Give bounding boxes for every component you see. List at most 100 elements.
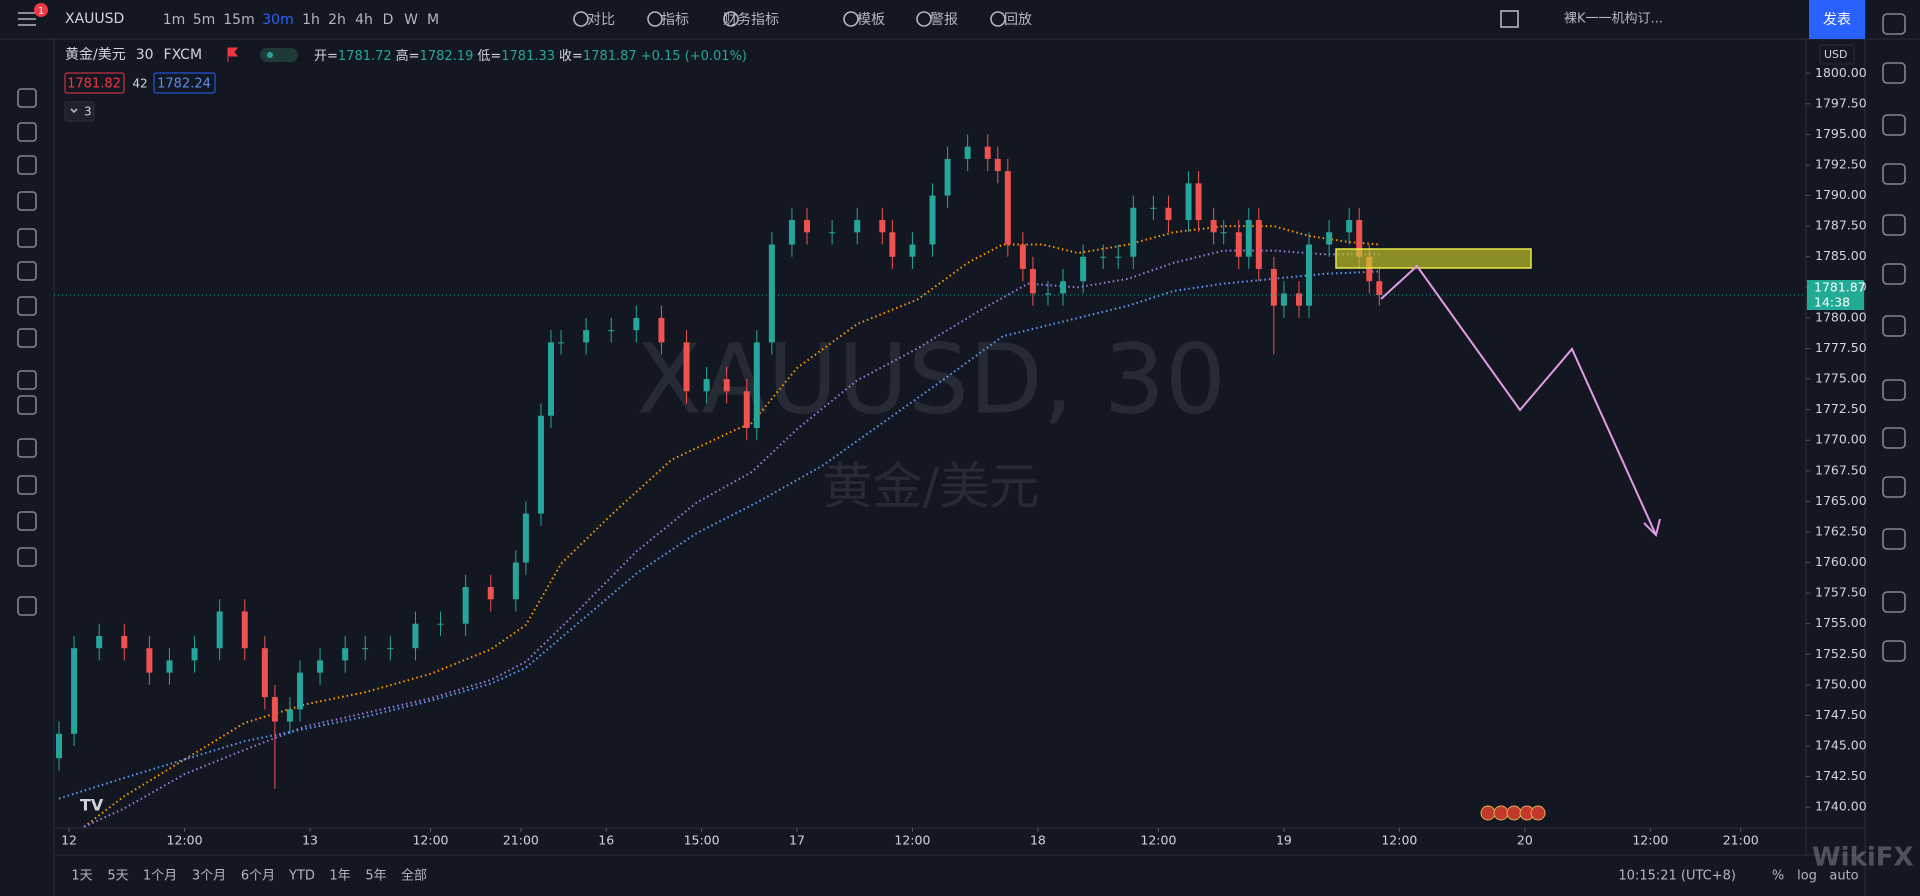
tool-icon[interactable] [17, 511, 37, 531]
toolbar-button[interactable]: 财务指标 [723, 12, 779, 28]
tool-icon[interactable] [17, 370, 37, 390]
interval[interactable]: 1m [163, 12, 186, 28]
side-icon[interactable] [1882, 640, 1906, 662]
interval[interactable]: 5m [193, 12, 216, 28]
toolbar-button[interactable]: 回放 [1004, 12, 1032, 28]
interval[interactable]: 30m [262, 12, 293, 28]
tool-icon[interactable] [17, 296, 37, 316]
tool-icon[interactable] [17, 328, 37, 348]
range-button[interactable]: 3个月 [192, 869, 226, 884]
tool-icon[interactable] [17, 596, 37, 616]
candle-body [296, 672, 303, 710]
range-button[interactable]: 全部 [401, 868, 427, 884]
event[interactable] [1480, 805, 1496, 821]
layout-name[interactable]: 裸K一一机构订... [1564, 12, 1663, 27]
ask-box[interactable] [153, 72, 216, 94]
toolbar-button[interactable]: 模板 [857, 12, 885, 28]
candle-body [1295, 293, 1302, 306]
range-button[interactable]: 1个月 [143, 869, 177, 884]
y-tick-label: 1757.50 [1815, 585, 1867, 600]
toggle[interactable] [260, 48, 298, 62]
y-tick-label: 1770.00 [1815, 432, 1867, 447]
y-tick-label: 1755.00 [1815, 615, 1867, 630]
publish-button[interactable] [1809, 0, 1865, 39]
tool-icon[interactable] [17, 122, 37, 142]
tool-icon[interactable] [17, 191, 37, 211]
toolbar-button[interactable]: 指标 [661, 12, 689, 28]
interval[interactable]: M [427, 12, 439, 28]
range-button[interactable]: 5年 [365, 869, 386, 884]
event[interactable] [1493, 805, 1509, 821]
candle-body [286, 709, 293, 722]
candle-body [944, 158, 951, 196]
tool-icon[interactable] [17, 395, 37, 415]
x-tick-label: 12:00 [412, 833, 448, 848]
side-icon[interactable] [1882, 114, 1906, 136]
event[interactable] [1506, 805, 1522, 821]
x-tick-label: 17 [789, 833, 805, 848]
range-button[interactable]: 5天 [107, 869, 128, 884]
side-icon[interactable] [1882, 263, 1906, 285]
menu-button[interactable] [18, 12, 36, 26]
interval[interactable]: 2h [328, 12, 346, 28]
candle-body [1185, 183, 1192, 221]
tool-icon[interactable] [17, 88, 37, 108]
zone-box[interactable] [1335, 248, 1532, 269]
collapse-button[interactable] [64, 101, 95, 122]
candle-body [889, 232, 896, 257]
candle-body [1306, 244, 1313, 306]
range-button[interactable]: YTD [288, 869, 315, 884]
tool-icon[interactable] [17, 438, 37, 458]
tool-icon[interactable] [17, 228, 37, 248]
x-tick-label: 15:00 [684, 833, 720, 848]
side-icon[interactable] [1882, 13, 1906, 35]
currency-box[interactable] [1819, 44, 1855, 65]
auto-toggle[interactable]: auto [1829, 869, 1858, 884]
side-icon[interactable] [1882, 591, 1906, 613]
side-icon[interactable] [1882, 427, 1906, 449]
y-tick-label: 1750.00 [1815, 676, 1867, 691]
logo: TV [80, 796, 104, 815]
side-icon[interactable] [1882, 528, 1906, 550]
log-toggle[interactable]: log [1797, 869, 1817, 884]
side-icon[interactable] [1882, 62, 1906, 84]
interval[interactable]: 4h [355, 12, 373, 28]
symbol[interactable]: XAUUSD [65, 11, 124, 27]
moving-average [83, 225, 1380, 828]
flag[interactable] [227, 47, 238, 62]
candle-body [1280, 293, 1287, 306]
side-icon[interactable] [1882, 214, 1906, 236]
candle-body [804, 220, 811, 233]
percent-toggle[interactable]: % [1772, 869, 1784, 884]
range-button[interactable]: 6个月 [241, 869, 275, 884]
event[interactable] [1530, 805, 1546, 821]
range-button[interactable]: 1年 [329, 869, 350, 884]
side-icon[interactable] [1882, 379, 1906, 401]
tool-icon[interactable] [17, 475, 37, 495]
candle-body [1165, 207, 1172, 221]
x-tick-label: 12:00 [894, 833, 930, 848]
side-icon[interactable] [1882, 163, 1906, 185]
tool-icon[interactable] [17, 547, 37, 567]
candle-body [1044, 293, 1051, 295]
toolbar-button[interactable]: 对比 [587, 12, 615, 28]
side-icon[interactable] [1882, 476, 1906, 498]
bid-box[interactable] [64, 72, 125, 94]
event-icons [1480, 805, 1546, 821]
tool-icon[interactable] [17, 261, 37, 281]
side-icon[interactable] [1882, 315, 1906, 337]
projection-path[interactable] [1380, 264, 1657, 536]
interval[interactable]: 1h [302, 12, 320, 28]
range-button[interactable]: 1天 [71, 869, 92, 884]
toolbar-button[interactable]: 警报 [930, 12, 958, 28]
tool-icon[interactable] [17, 155, 37, 175]
top-bar [0, 0, 1920, 39]
interval[interactable]: 15m [223, 12, 254, 28]
label: 开= [314, 49, 338, 64]
interval[interactable]: D [383, 12, 394, 28]
layout-icon[interactable] [1500, 10, 1519, 28]
y-tick-label: 1747.50 [1815, 707, 1867, 722]
x-tick-label: 21:00 [1723, 833, 1759, 848]
interval[interactable]: W [404, 12, 418, 28]
